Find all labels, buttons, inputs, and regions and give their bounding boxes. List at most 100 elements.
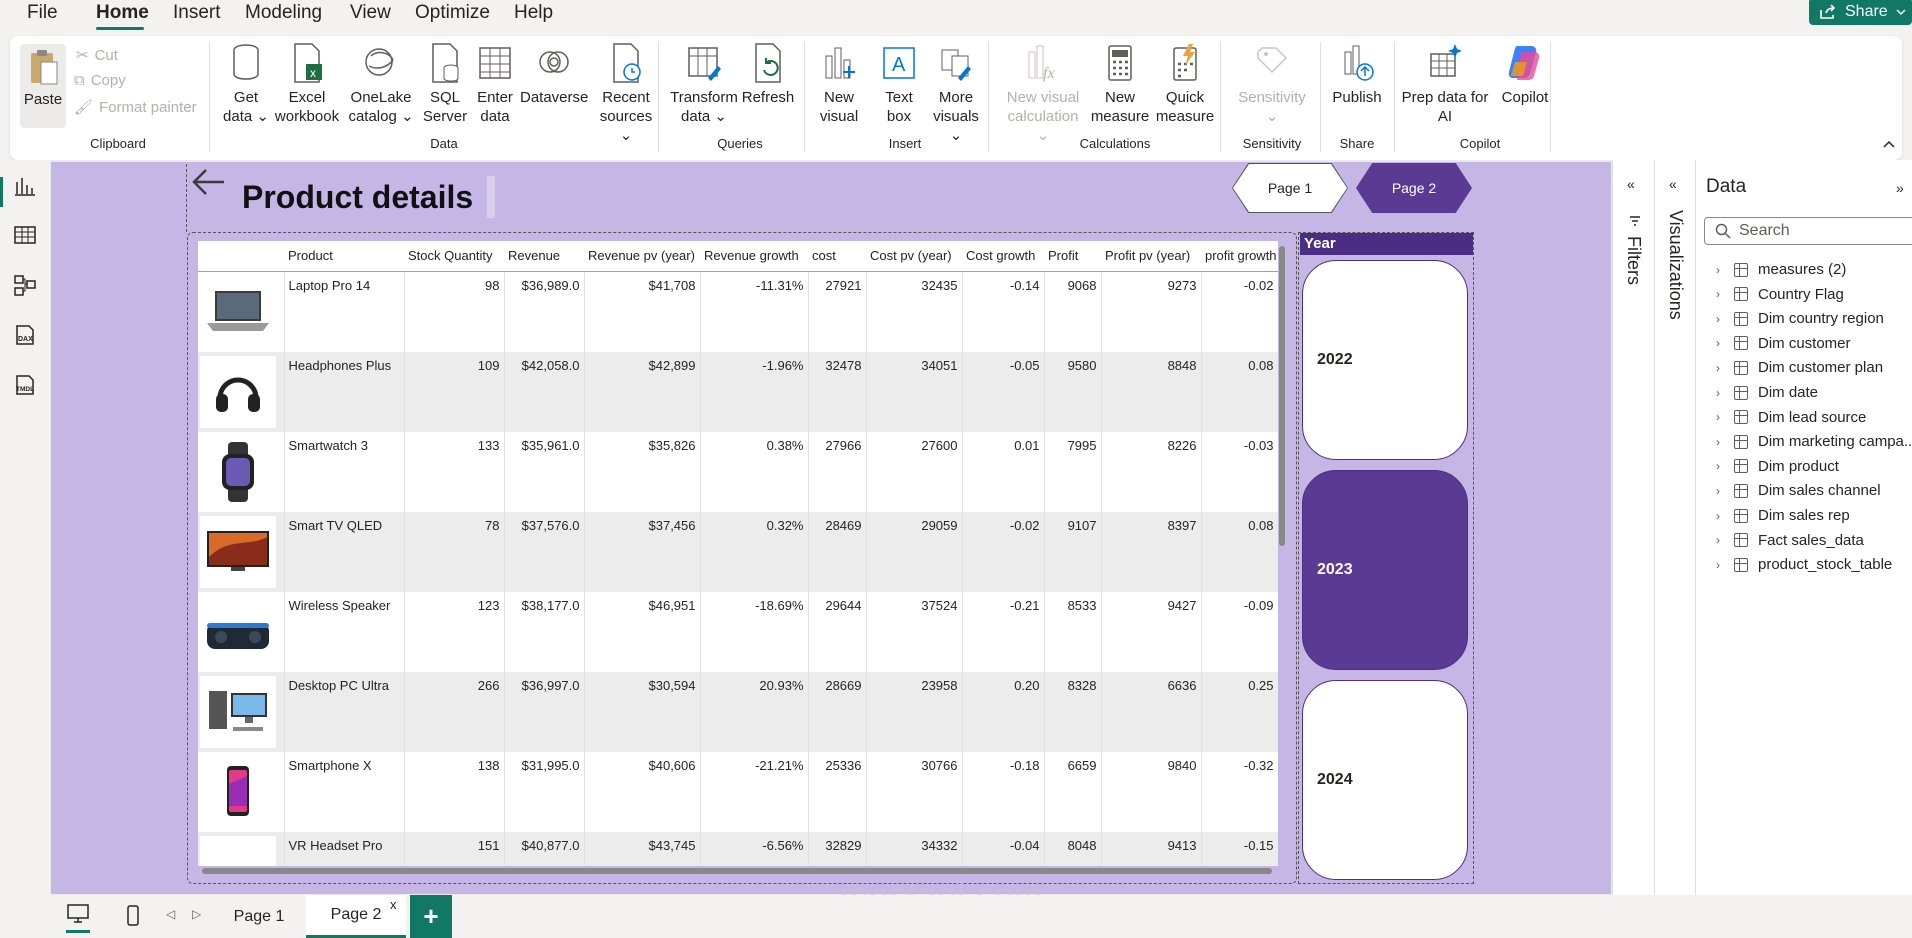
chevron-right-icon[interactable]: ›: [1716, 336, 1720, 351]
table-view-icon[interactable]: [13, 223, 37, 247]
dax-query-view-icon[interactable]: DAX: [13, 323, 37, 347]
transform-data-button[interactable]: Transform data ⌄: [670, 42, 738, 126]
table-row[interactable]: Desktop PC Ultra 266 $36,997.0 $30,594 20.93…: [198, 671, 1278, 752]
field-list-item[interactable]: › Dim date: [1716, 384, 1818, 401]
refresh-button[interactable]: Refresh: [740, 42, 796, 107]
cut-button[interactable]: ✂ Cut: [76, 46, 118, 65]
chevron-right-icon[interactable]: ›: [1716, 410, 1720, 425]
copilot-button[interactable]: Copilot: [1494, 42, 1556, 107]
prep-data-for-ai-button[interactable]: Prep data for AI: [1400, 42, 1490, 126]
get-data-button[interactable]: Get data ⌄: [223, 42, 269, 126]
col-cost-pv[interactable]: Cost pv (year): [866, 241, 962, 272]
new-visual-calculation-button[interactable]: fx New visual calculation ⌄: [1000, 42, 1086, 145]
tab-page-1[interactable]: Page 1: [212, 895, 306, 938]
col-revenue[interactable]: Revenue: [504, 241, 584, 272]
new-visual-button[interactable]: New visual: [816, 42, 862, 126]
field-list-item[interactable]: › Dim customer plan: [1716, 359, 1883, 376]
tab-page-2[interactable]: Page 2: [306, 895, 406, 938]
more-visuals-button[interactable]: More visuals ⌄: [926, 42, 986, 145]
chevron-right-icon[interactable]: ›: [1716, 557, 1720, 572]
desktop-layout-icon[interactable]: [66, 903, 90, 933]
previous-page-icon[interactable]: ◁: [166, 907, 176, 921]
report-view-icon[interactable]: [13, 174, 37, 198]
year-2024-button[interactable]: 2024: [1302, 680, 1468, 880]
menu-file[interactable]: File: [27, 2, 58, 23]
chevron-right-icon[interactable]: ›: [1716, 533, 1720, 548]
field-list-item[interactable]: › product_stock_table: [1716, 556, 1892, 573]
table-row[interactable]: Headphones Plus 109 $42,058.0 $42,899 -1.96%…: [198, 351, 1278, 432]
chevron-right-icon[interactable]: ›: [1716, 483, 1720, 498]
field-list-item[interactable]: › Dim product: [1716, 458, 1839, 475]
field-list-item[interactable]: › Dim customer: [1716, 335, 1851, 352]
mobile-layout-icon[interactable]: [126, 905, 140, 930]
model-view-icon[interactable]: [13, 273, 37, 297]
year-2023-button[interactable]: 2023: [1302, 470, 1468, 670]
col-cost[interactable]: cost: [808, 241, 866, 272]
expand-filters-icon[interactable]: «: [1627, 176, 1635, 192]
publish-button[interactable]: Publish: [1328, 42, 1386, 107]
recent-sources-button[interactable]: Recent sources ⌄: [592, 42, 660, 145]
collapse-ribbon-icon[interactable]: [1882, 136, 1896, 152]
col-revenue-growth[interactable]: Revenue growth: [700, 241, 808, 272]
field-list-item[interactable]: › Dim lead source: [1716, 409, 1866, 426]
chevron-right-icon[interactable]: ›: [1716, 360, 1720, 375]
year-2022-button[interactable]: 2022: [1302, 260, 1468, 460]
menu-optimize[interactable]: Optimize: [415, 2, 490, 23]
tmdl-view-icon[interactable]: TMDL: [13, 373, 37, 397]
sensitivity-button[interactable]: Sensitivity ⌄: [1232, 42, 1312, 126]
field-list-item[interactable]: › Country Flag: [1716, 286, 1844, 303]
chevron-right-icon[interactable]: ›: [1716, 385, 1720, 400]
col-stock[interactable]: Stock Quantity: [404, 241, 504, 272]
col-product[interactable]: Product: [284, 241, 404, 272]
enter-data-button[interactable]: Enter data: [472, 42, 518, 126]
menu-modeling[interactable]: Modeling: [245, 2, 323, 23]
menu-home[interactable]: Home: [96, 2, 149, 23]
field-list-item[interactable]: › Dim country region: [1716, 310, 1884, 327]
paste-button[interactable]: Paste: [20, 44, 66, 128]
field-list-item[interactable]: › Dim marketing campa...: [1716, 433, 1912, 450]
table-vertical-scrollbar[interactable]: [1279, 246, 1285, 546]
quick-measure-button[interactable]: Quick measure: [1154, 42, 1216, 126]
table-row[interactable]: Wireless Speaker 123 $38,177.0 $46,951 -18.6…: [198, 591, 1278, 672]
new-measure-button[interactable]: New measure: [1090, 42, 1150, 126]
collapse-data-pane-icon[interactable]: »: [1896, 180, 1904, 196]
share-button[interactable]: Share: [1809, 0, 1912, 25]
data-search-input[interactable]: Search: [1704, 217, 1912, 245]
filters-pane-collapsed[interactable]: « Filters: [1612, 160, 1654, 895]
col-profit[interactable]: Profit: [1044, 241, 1101, 272]
format-painter-button[interactable]: 🖌 Format painter: [74, 98, 197, 117]
table-row[interactable]: Smartwatch 3 133 $35,961.0 $35,826 0.38% 2796…: [198, 431, 1278, 512]
menu-help[interactable]: Help: [514, 2, 554, 23]
menu-view[interactable]: View: [350, 2, 391, 23]
table-row[interactable]: Smartphone X 138 $31,995.0 $40,606 -21.21% 25…: [198, 751, 1278, 832]
dataverse-button[interactable]: Dataverse: [520, 42, 588, 107]
table-row[interactable]: Laptop Pro 14 98 $36,989.0 $41,708 -11.31% 27…: [198, 271, 1278, 352]
col-profit-pv[interactable]: Profit pv (year): [1101, 241, 1201, 272]
field-list-item[interactable]: › measures (2): [1716, 261, 1846, 278]
field-list-item[interactable]: › Dim sales channel: [1716, 482, 1881, 499]
table-row[interactable]: VR Headset Pro 151 $40,877.0 $43,745 -6.56% 3…: [198, 831, 1278, 866]
text-box-button[interactable]: A Text box: [876, 42, 922, 126]
field-list-item[interactable]: › Dim sales rep: [1716, 507, 1850, 524]
onelake-catalog-button[interactable]: OneLake catalog ⌄: [346, 42, 416, 126]
product-table[interactable]: Product Stock Quantity Revenue Revenue p…: [198, 241, 1278, 866]
menu-insert[interactable]: Insert: [173, 2, 221, 23]
back-arrow-icon[interactable]: [190, 167, 226, 197]
field-list-item[interactable]: › Fact sales_data: [1716, 532, 1864, 549]
next-page-icon[interactable]: ▷: [192, 907, 202, 921]
chevron-right-icon[interactable]: ›: [1716, 262, 1720, 277]
chevron-right-icon[interactable]: ›: [1716, 287, 1720, 302]
visualizations-pane-collapsed[interactable]: « Visualizations: [1654, 160, 1696, 895]
sql-server-button[interactable]: SQL Server: [422, 42, 468, 126]
expand-visualizations-icon[interactable]: «: [1669, 176, 1677, 192]
chevron-right-icon[interactable]: ›: [1716, 311, 1720, 326]
excel-workbook-button[interactable]: x Excel workbook: [272, 42, 342, 126]
chevron-right-icon[interactable]: ›: [1716, 434, 1720, 449]
col-revenue-pv[interactable]: Revenue pv (year): [584, 241, 700, 272]
chevron-right-icon[interactable]: ›: [1716, 508, 1720, 523]
chevron-right-icon[interactable]: ›: [1716, 459, 1720, 474]
page-2-nav-button[interactable]: Page 2: [1356, 163, 1472, 213]
table-horizontal-scrollbar[interactable]: [202, 868, 1272, 874]
copy-button[interactable]: ⧉ Copy: [74, 72, 126, 89]
add-page-button[interactable]: +: [410, 895, 452, 938]
